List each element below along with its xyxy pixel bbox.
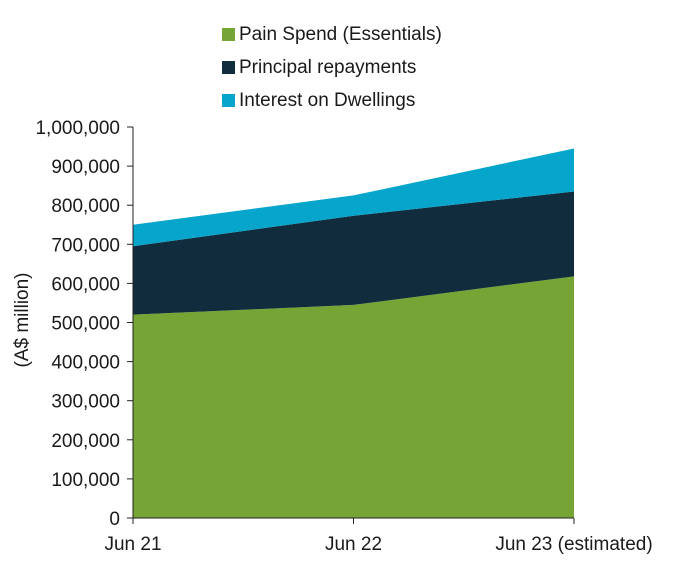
- legend-label-interest: Interest on Dwellings: [239, 89, 416, 111]
- axes-group: 0 100,000 200,000 300,000 400,000 500,000 600,…: [35, 118, 652, 555]
- y-tick-label: 400,000: [51, 353, 120, 374]
- legend-item-interest: Interest on Dwellings: [222, 84, 442, 117]
- y-tick-label: 0: [109, 509, 120, 530]
- legend-swatch-pain-spend: [222, 28, 235, 41]
- area-interest-on-dwellings: [133, 148, 574, 247]
- y-axis-label: (A$ million): [12, 272, 33, 367]
- y-tick-label: 700,000: [51, 235, 120, 256]
- x-tick-label: Jun 23 (estimated): [495, 534, 652, 555]
- area-series-group: [133, 148, 574, 518]
- x-tick-label: Jun 22: [325, 534, 382, 555]
- chart-legend: Pain Spend (Essentials) Principal repaym…: [222, 18, 442, 117]
- x-tick-label: Jun 21: [104, 534, 161, 555]
- area-principal-repayments: [133, 191, 574, 315]
- legend-label-principal: Principal repayments: [239, 56, 417, 78]
- legend-swatch-principal: [222, 61, 235, 74]
- legend-label-pain-spend: Pain Spend (Essentials): [239, 23, 442, 45]
- legend-item-principal: Principal repayments: [222, 51, 442, 84]
- y-tick-label: 500,000: [51, 314, 120, 335]
- legend-swatch-interest: [222, 94, 235, 107]
- y-tick-label: 900,000: [51, 157, 120, 178]
- y-tick-label: 1,000,000: [35, 118, 120, 139]
- y-tick-label: 800,000: [51, 196, 120, 217]
- legend-item-pain-spend: Pain Spend (Essentials): [222, 18, 442, 51]
- y-tick-label: 600,000: [51, 274, 120, 295]
- y-tick-label: 200,000: [51, 431, 120, 452]
- y-tick-label: 100,000: [51, 470, 120, 491]
- y-tick-label: 300,000: [51, 392, 120, 413]
- area-pain-spend-essentials: [133, 276, 574, 518]
